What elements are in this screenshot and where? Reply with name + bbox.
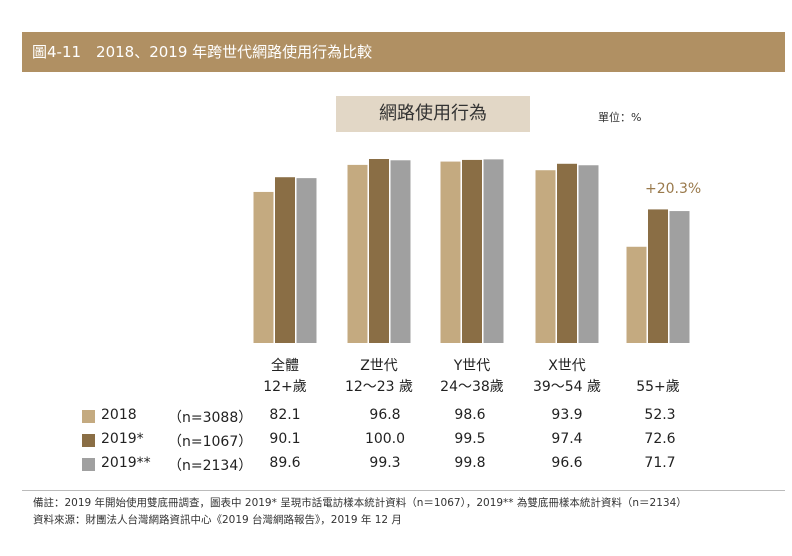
bar-2019star-4 bbox=[648, 209, 668, 343]
category-line: X世代 bbox=[548, 358, 586, 374]
category-line bbox=[613, 356, 703, 377]
table-row: 2019** （n=2134） 89.6 99.3 99.8 96.6 71.7 bbox=[0, 454, 792, 476]
bar-2019star-3 bbox=[557, 163, 577, 343]
series-name: 2019* bbox=[101, 431, 144, 447]
bar-2019star-2 bbox=[462, 159, 482, 343]
value-cell: 52.3 bbox=[644, 407, 676, 423]
value-cell: 96.8 bbox=[369, 407, 401, 423]
category-line: Z世代 bbox=[360, 358, 398, 374]
value-cell: 89.6 bbox=[269, 455, 301, 471]
unit-label: 單位：% bbox=[598, 111, 642, 124]
bar-2019star-0 bbox=[275, 177, 295, 343]
value-cell: 99.5 bbox=[454, 431, 486, 447]
sample-size: （n=2134） bbox=[168, 458, 253, 474]
category-line: 39～54 歲 bbox=[532, 379, 602, 395]
value-cell: 82.1 bbox=[269, 407, 301, 423]
category-line: 12～23 歲 bbox=[344, 379, 414, 395]
bar-2018-2 bbox=[440, 161, 461, 343]
bar-2019starstar-2 bbox=[483, 159, 504, 343]
remark-note: 備註：2019 年開始使用雙底冊調查，圖表中 2019* 呈現市話電訪樣本統計資… bbox=[33, 497, 687, 509]
sample-size: （n=1067） bbox=[168, 434, 253, 450]
legend-swatch bbox=[82, 410, 95, 423]
bar-2019starstar-0 bbox=[296, 178, 317, 343]
category-label: Y世代 24～38歲 bbox=[427, 356, 517, 398]
series-name: 2019** bbox=[101, 455, 151, 471]
bar-2019star-1 bbox=[369, 159, 389, 343]
sample-size: （n=3088） bbox=[168, 410, 253, 426]
value-cell: 90.1 bbox=[269, 431, 301, 447]
value-cell: 98.6 bbox=[454, 407, 486, 423]
bar-2019starstar-3 bbox=[578, 165, 599, 343]
value-cell: 99.3 bbox=[369, 455, 401, 471]
category-line: 全體 bbox=[271, 358, 299, 374]
category-line: 55+歲 bbox=[636, 379, 680, 395]
bar-2018-3 bbox=[535, 170, 556, 343]
category-line: 12+歲 bbox=[263, 379, 307, 395]
annotation-label: +20.3% bbox=[645, 181, 702, 197]
legend-swatch bbox=[82, 434, 95, 447]
bar-2018-0 bbox=[253, 191, 274, 343]
category-label: Z世代 12～23 歲 bbox=[334, 356, 424, 398]
value-cell: 100.0 bbox=[364, 431, 406, 447]
series-name: 2018 bbox=[101, 407, 137, 423]
figure-title: 圖4-11 2018、2019 年跨世代網路使用行為比較 bbox=[22, 32, 785, 72]
category-line: Y世代 bbox=[453, 358, 491, 374]
category-label: X世代 39～54 歲 bbox=[522, 356, 612, 398]
value-cell: 72.6 bbox=[644, 431, 676, 447]
category-line: 24～38歲 bbox=[440, 379, 504, 395]
legend-swatch bbox=[82, 458, 95, 471]
category-label: 全體 12+歲 bbox=[240, 356, 330, 398]
value-cell: 99.8 bbox=[454, 455, 486, 471]
bar-2018-1 bbox=[347, 164, 368, 343]
source-note: 資料來源：財團法人台灣網路資訊中心《2019 台灣網路報告》，2019 年 12… bbox=[33, 514, 402, 526]
table-row: 2018 （n=3088） 82.1 96.8 98.6 93.9 52.3 bbox=[0, 406, 792, 428]
bar-2019starstar-1 bbox=[390, 160, 411, 343]
bar-plot bbox=[253, 159, 690, 343]
bar-2018-4 bbox=[626, 246, 647, 343]
value-cell: 97.4 bbox=[551, 431, 583, 447]
divider bbox=[22, 490, 785, 491]
bar-2019starstar-4 bbox=[669, 211, 690, 343]
category-label: 55+歲 bbox=[613, 356, 703, 398]
value-cell: 93.9 bbox=[551, 407, 583, 423]
value-cell: 96.6 bbox=[551, 455, 583, 471]
value-cell: 71.7 bbox=[644, 455, 676, 471]
chart-title: 網路使用行為 bbox=[336, 96, 530, 132]
table-row: 2019* （n=1067） 90.1 100.0 99.5 97.4 72.6 bbox=[0, 430, 792, 452]
